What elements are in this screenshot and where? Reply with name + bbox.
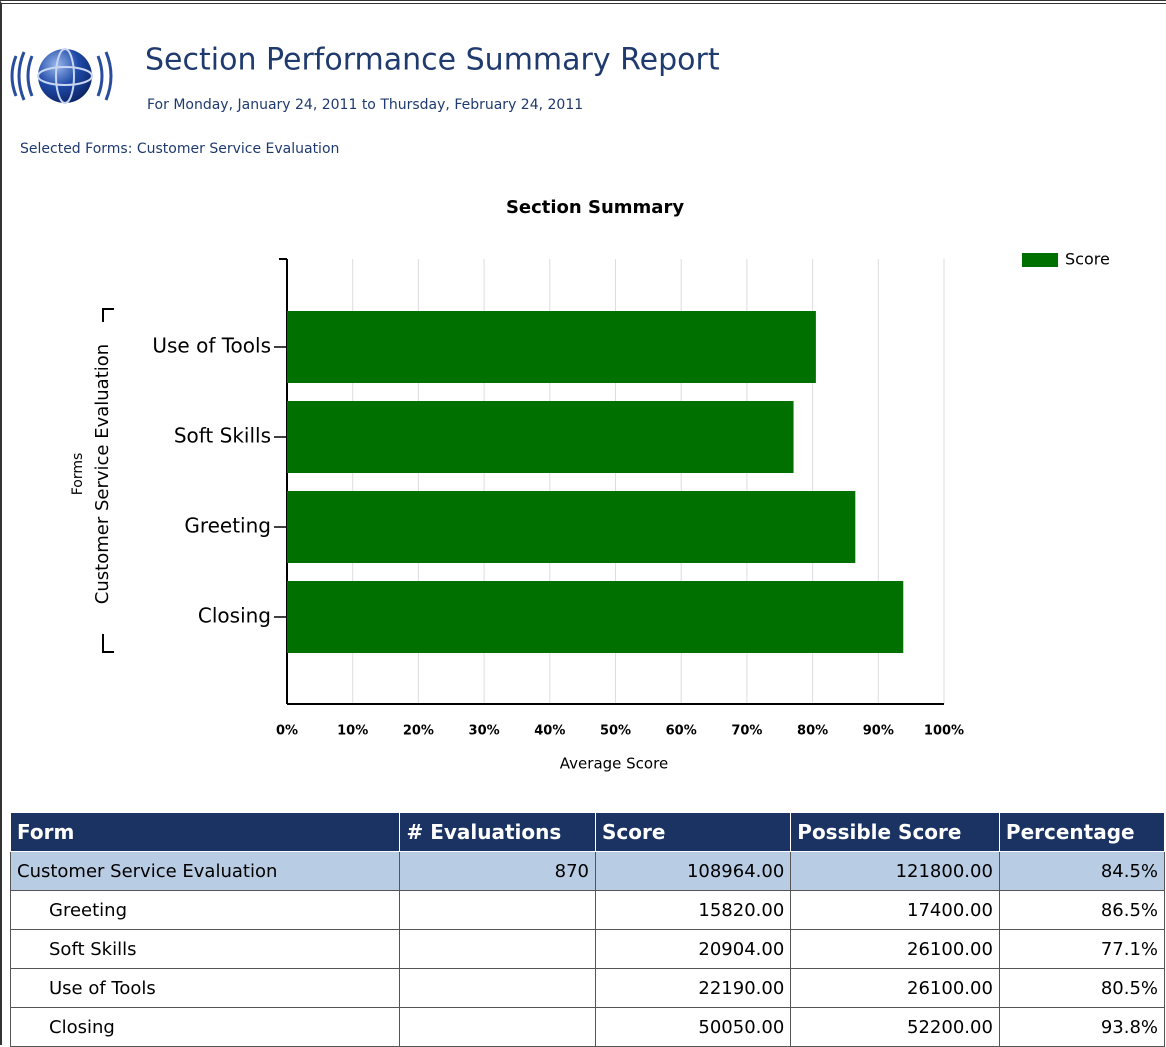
table-row: Use of Tools 22190.00 26100.00 80.5%	[9, 968, 1166, 1008]
table-cell: 20904.00	[594, 929, 792, 969]
y-axis-group-title: Forms	[70, 453, 86, 496]
table-cell	[399, 929, 596, 969]
table-cell: 80.5%	[998, 968, 1166, 1008]
table-row: Soft Skills 20904.00 26100.00 77.1%	[9, 929, 1166, 969]
x-tick-label: 0%	[276, 724, 298, 739]
table-cell	[399, 890, 596, 930]
x-tick-label: 100%	[924, 724, 964, 739]
table-cell	[399, 1007, 596, 1047]
table-cell: 108964.00	[594, 851, 792, 891]
table-cell: 93.8%	[998, 1007, 1166, 1047]
column-header: # Evaluations	[399, 812, 596, 852]
bar	[287, 401, 794, 473]
report-subtitle: For Monday, January 24, 2011 to Thursday…	[147, 97, 583, 113]
report-title: Section Performance Summary Report	[145, 43, 720, 78]
table-cell: 17400.00	[790, 890, 1000, 930]
y-tick-label: Soft Skills	[174, 424, 271, 448]
table-cell: 52200.00	[790, 1007, 1000, 1047]
table-cell: 50050.00	[594, 1007, 792, 1047]
table-cell: 22190.00	[594, 968, 792, 1008]
legend-swatch	[1022, 253, 1058, 267]
bar	[287, 581, 904, 653]
chart-title: Section Summary	[506, 197, 684, 218]
table-cell: 870	[399, 851, 596, 891]
header-row: Form # Evaluations Score Possible Score Perc…	[9, 812, 1166, 852]
y-tick-label: Closing	[198, 604, 271, 628]
selected-forms: Selected Forms: Customer Service Evaluat…	[20, 141, 339, 157]
x-tick-label: 30%	[469, 724, 500, 739]
column-header: Form	[9, 812, 401, 852]
table-cell: 26100.00	[790, 929, 1000, 969]
x-tick-label: 70%	[731, 724, 762, 739]
x-tick-label: 20%	[403, 724, 434, 739]
table-cell: 121800.00	[790, 851, 1000, 891]
logo	[10, 48, 113, 104]
table-cell	[399, 968, 596, 1008]
x-tick-label: 80%	[797, 724, 828, 739]
table-cell: 77.1%	[998, 929, 1166, 969]
y-tick-label: Use of Tools	[152, 334, 271, 358]
table-cell: 84.5%	[998, 851, 1166, 891]
chart: 0% 10% 20% 30% 40% 50% 60% 70% 80% 90% 100% Use of …	[70, 250, 1110, 773]
bar	[287, 491, 856, 563]
table-cell: Closing	[9, 1007, 401, 1047]
column-header: Possible Score	[790, 812, 1000, 852]
x-tick-label: 90%	[863, 724, 894, 739]
table-cell: 26100.00	[790, 968, 1000, 1008]
y-bracket	[102, 308, 114, 653]
summary-table: Form # Evaluations Score Possible Score Perc…	[9, 812, 1166, 1047]
x-tick-label: 60%	[666, 724, 697, 739]
table-cell: 86.5%	[998, 890, 1166, 930]
table-row: Greeting 15820.00 17400.00 86.5%	[9, 890, 1166, 930]
table-row: Closing 50050.00 52200.00 93.8%	[9, 1007, 1166, 1047]
y-tick-label: Greeting	[184, 514, 271, 538]
table-cell: Customer Service Evaluation	[9, 851, 401, 891]
y-axis-title: Customer Service Evaluation	[92, 344, 113, 604]
bar	[287, 311, 816, 383]
table-cell: Soft Skills	[9, 929, 401, 969]
table-row: Customer Service Evaluation 870 108964.00 1…	[9, 851, 1166, 891]
report-area: Section Performance Summary Report For M…	[10, 43, 1110, 773]
table-cell: 15820.00	[594, 890, 792, 930]
column-header: Percentage	[998, 812, 1166, 852]
column-header: Score	[594, 812, 792, 852]
x-axis-title: Average Score	[560, 755, 668, 773]
table-cell: Greeting	[9, 890, 401, 930]
x-tick-label: 40%	[534, 724, 565, 739]
x-tick-label: 50%	[600, 724, 631, 739]
table-cell: Use of Tools	[9, 968, 401, 1008]
x-tick-label: 10%	[337, 724, 368, 739]
legend-label: Score	[1065, 250, 1110, 269]
